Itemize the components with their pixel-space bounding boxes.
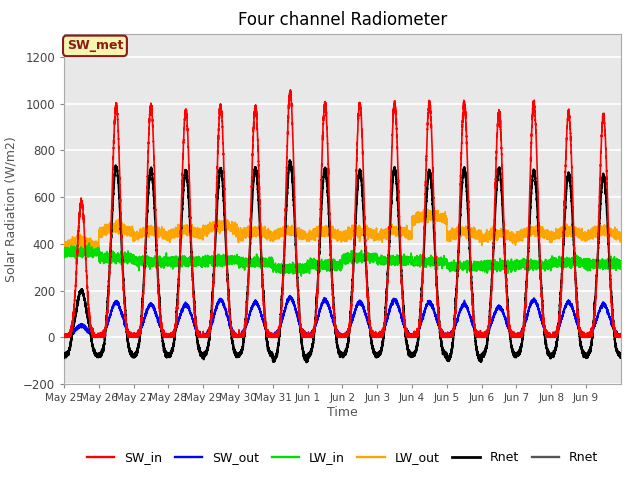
Legend: SW_in, SW_out, LW_in, LW_out, Rnet, Rnet: SW_in, SW_out, LW_in, LW_out, Rnet, Rnet — [81, 446, 604, 469]
Y-axis label: Solar Radiation (W/m2): Solar Radiation (W/m2) — [4, 136, 17, 282]
Title: Four channel Radiometer: Four channel Radiometer — [238, 11, 447, 29]
Text: SW_met: SW_met — [67, 39, 123, 52]
X-axis label: Time: Time — [327, 406, 358, 419]
